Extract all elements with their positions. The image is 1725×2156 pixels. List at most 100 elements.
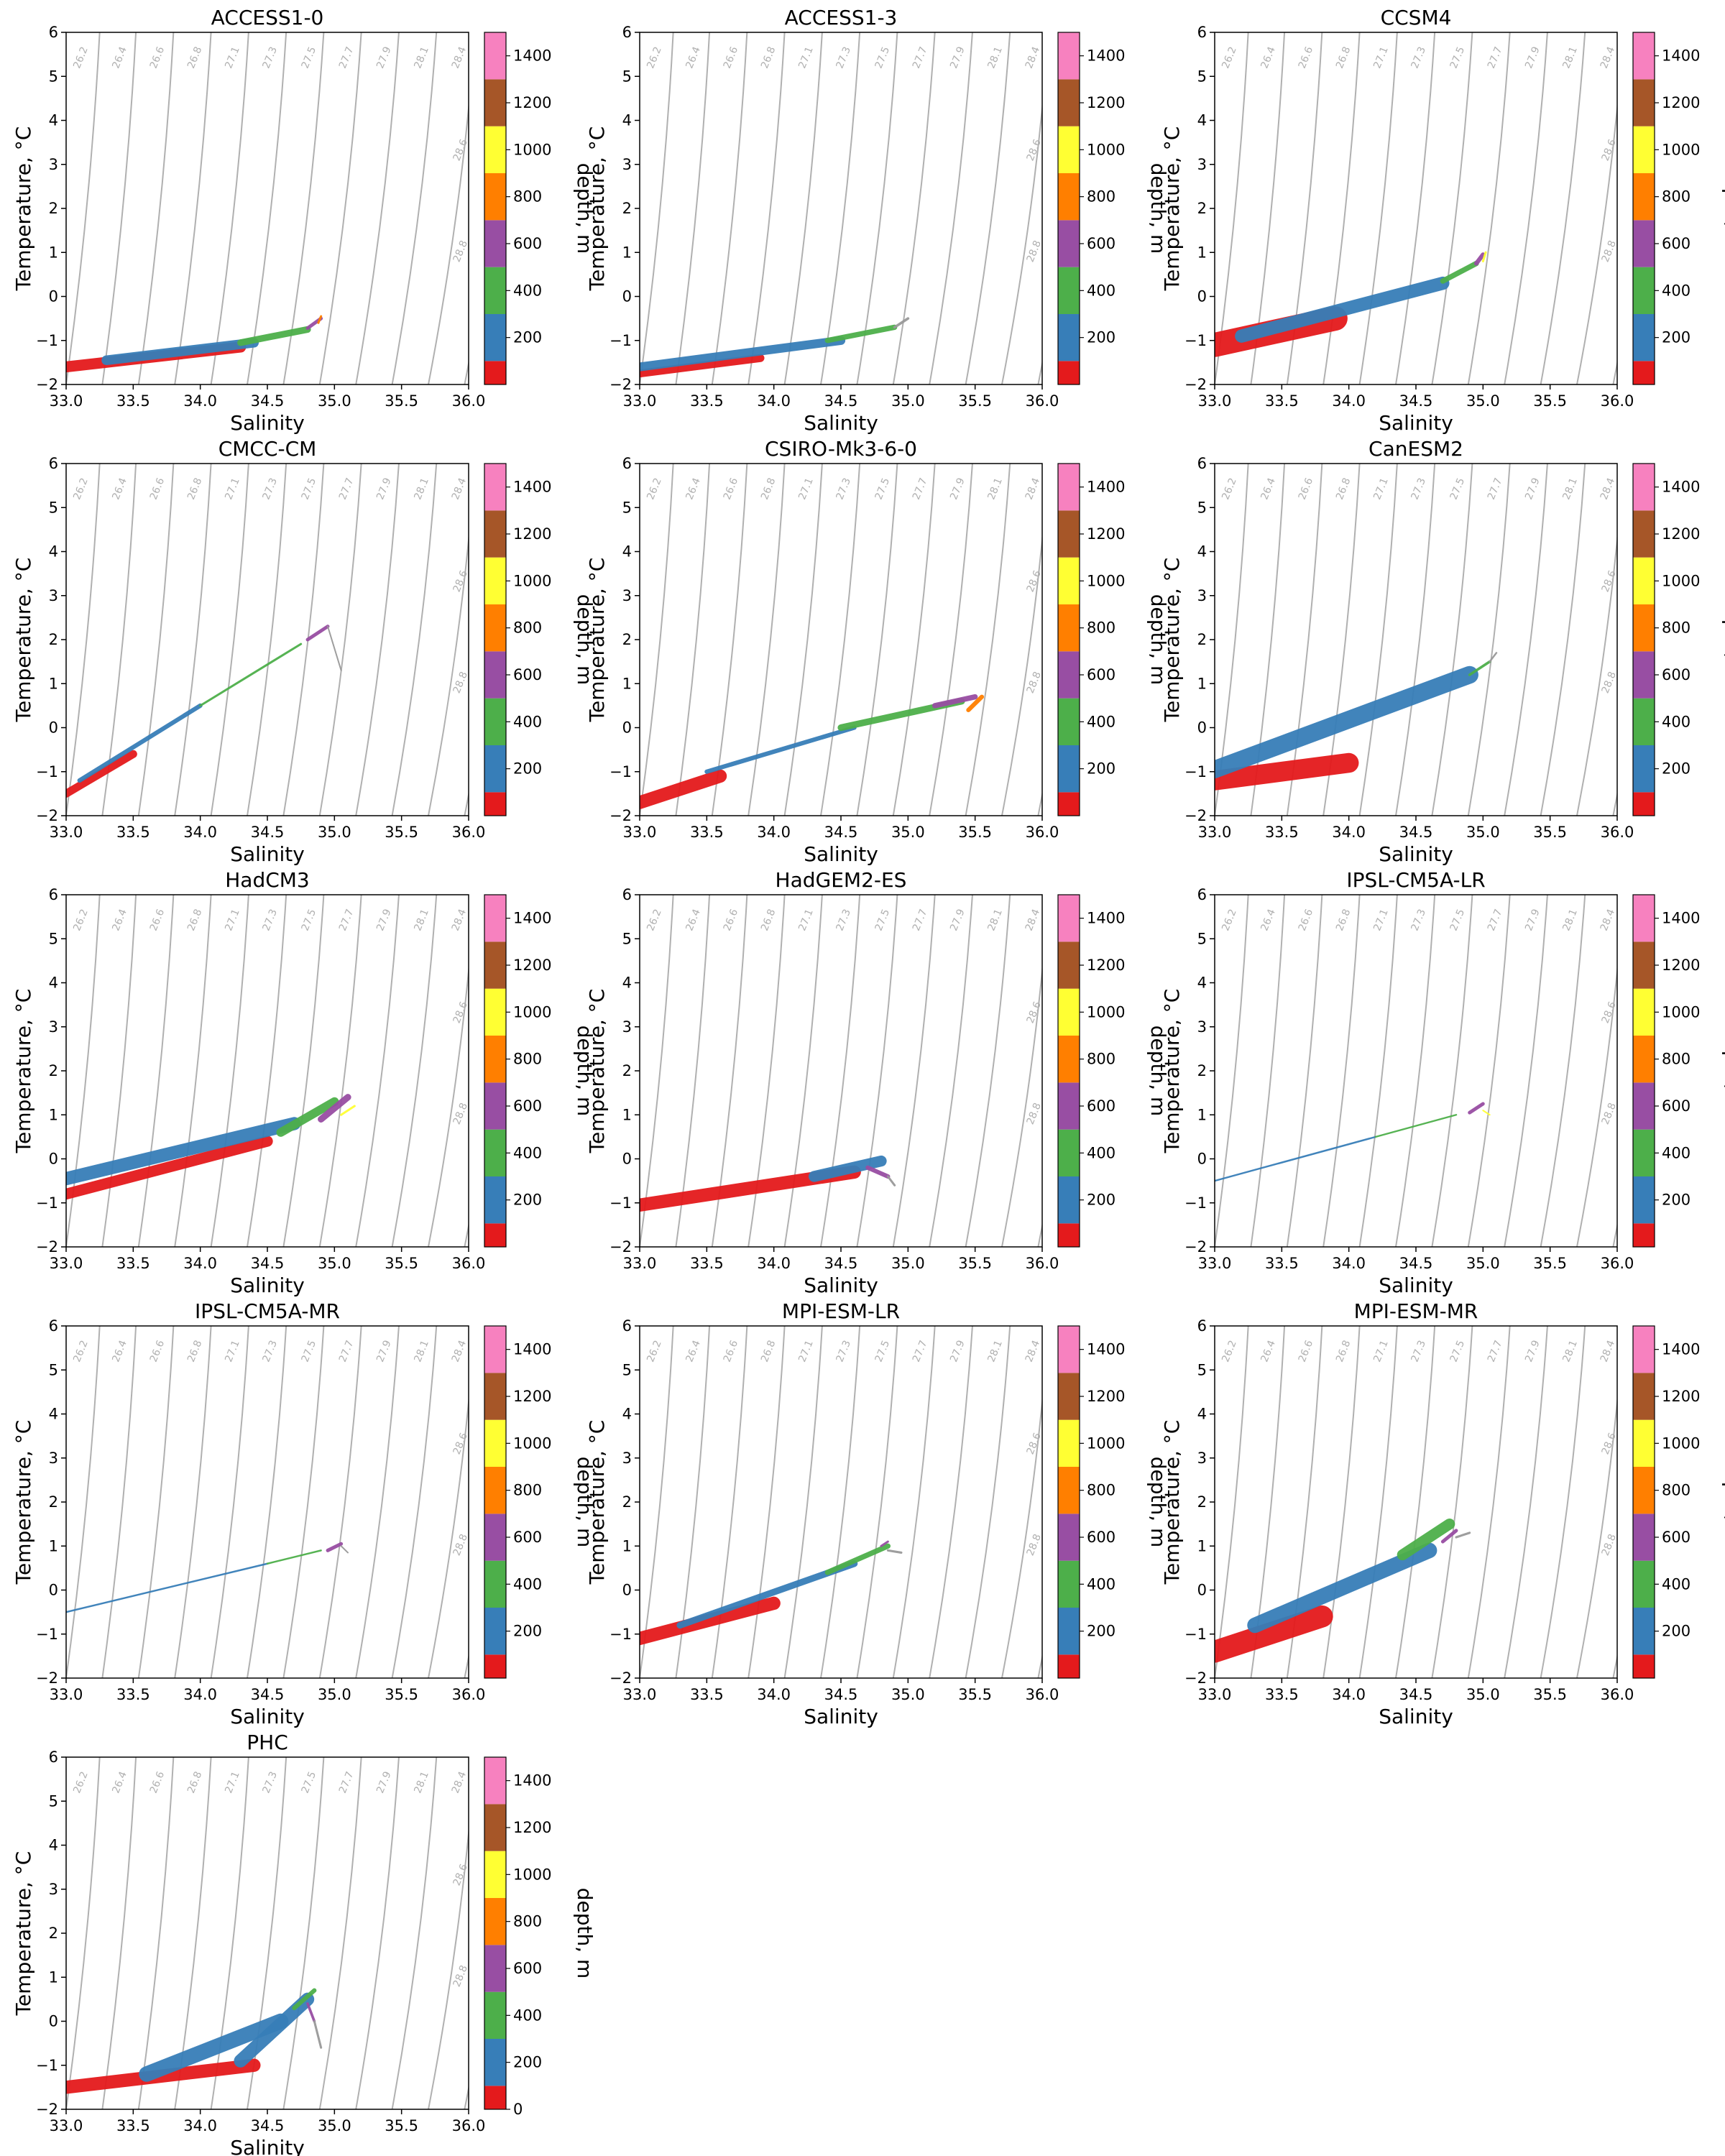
colorbar-tick-label: 1000	[1662, 1434, 1700, 1452]
y-tick-label: 4	[1197, 975, 1207, 992]
isopycnal-label: 27.9	[374, 908, 394, 933]
colorbar-tick-label: 1400	[1662, 910, 1700, 927]
isopycnal-label: 28.6	[1025, 568, 1044, 594]
colorbar-frame	[1057, 463, 1080, 816]
x-tick-label: 34.0	[757, 1255, 791, 1272]
colorbar-swatch	[1058, 510, 1080, 558]
isopycnal-line	[675, 464, 711, 816]
colorbar-swatch	[1633, 1373, 1655, 1420]
isopycnal-line	[748, 464, 786, 816]
isopycnal-line	[675, 32, 711, 384]
x-tick-label: 35.5	[1533, 1255, 1567, 1272]
panel-hadcm3: 26.2 26.4 26.6 26.8 27.1 27.3 27.5 27.7 27.9 28.1…	[12, 868, 597, 1297]
colorbar-tick-label: 200	[513, 760, 542, 778]
colorbar-tick-label: 200	[1087, 1192, 1116, 1209]
colorbar-tick-label: 200	[513, 329, 542, 346]
x-axis-label: Salinity	[1379, 1705, 1453, 1728]
colorbar: 200 400 600 800 1000 1200 1400 depth, m	[1632, 32, 1725, 385]
data-cloud	[1468, 660, 1491, 676]
panel-mpi-esm-lr: 26.2 26.4 26.6 26.8 27.1 27.3 27.5 27.7 27.9 28.1…	[585, 1299, 1170, 1728]
colorbar-label: depth, m	[1721, 163, 1725, 254]
x-tick-label: 33.0	[1198, 1255, 1232, 1272]
data-cloud	[640, 354, 765, 378]
y-tick-label: 5	[49, 499, 58, 516]
isopycnal-label: 26.6	[148, 45, 167, 70]
colorbar-tick-label: 600	[513, 235, 542, 252]
isopycnal-label: 28.6	[451, 1431, 471, 1456]
colorbar-swatch	[484, 1804, 506, 1851]
colorbar-swatch	[1633, 698, 1655, 745]
x-tick-label: 33.0	[1198, 392, 1232, 410]
plot-area: 26.2 26.4 26.6 26.8 27.1 27.3 27.5 27.7 27.9 28.1…	[66, 464, 469, 816]
y-tick-label: 6	[622, 24, 632, 41]
y-axis-label: Temperature, °C	[12, 1420, 35, 1585]
y-tick-label: 0	[49, 719, 58, 737]
colorbar-swatch	[1633, 220, 1655, 267]
isopycnal-label: 27.1	[796, 908, 816, 933]
colorbar-tick-label: 800	[1662, 1482, 1690, 1499]
isopycnal-line	[355, 895, 400, 1247]
isopycnal-line	[282, 464, 325, 816]
data-cloud	[865, 1165, 891, 1179]
x-tick-label: 36.0	[452, 2117, 486, 2134]
colorbar-tick-label: 400	[513, 1575, 542, 1593]
y-tick-label: 1	[1197, 1106, 1207, 1123]
colorbar-swatch	[484, 1373, 506, 1420]
isopycnal-line	[1395, 32, 1436, 384]
colorbar-swatch	[1058, 1560, 1080, 1608]
axes-frame	[65, 32, 469, 385]
x-tick-label: 34.5	[251, 2117, 285, 2134]
y-tick-label: 2	[49, 200, 58, 217]
colorbar-tick-label: 800	[1662, 1051, 1690, 1068]
isopycnal-line	[1286, 895, 1323, 1247]
colorbar-label: depth, m	[1146, 1457, 1170, 1548]
x-tick-label: 35.0	[891, 392, 925, 410]
y-tick-label: 5	[49, 930, 58, 947]
x-tick-label: 36.0	[1026, 824, 1059, 841]
isopycnal-label: 27.1	[223, 1770, 242, 1795]
isopycnal-line	[820, 32, 861, 384]
isopycnal-label: 26.6	[148, 1770, 167, 1795]
isopycnal-label: 26.6	[1297, 908, 1316, 933]
isopycnal-label: 26.2	[71, 908, 91, 933]
x-tick-label: 33.5	[1265, 392, 1299, 410]
colorbar-swatch	[484, 1082, 506, 1130]
colorbar-tick-label: 1200	[1662, 525, 1700, 543]
isopycnal-line	[318, 32, 362, 384]
y-axis-label: Temperature, °C	[1160, 558, 1184, 723]
data-cloud	[886, 1175, 896, 1187]
isopycnal-line	[1001, 101, 1042, 384]
isopycnal-line	[355, 1326, 400, 1678]
y-tick-label: −1	[1184, 1194, 1207, 1212]
x-tick-label: 36.0	[1026, 392, 1059, 410]
y-tick-label: 4	[1197, 1406, 1207, 1423]
x-tick-label: 35.0	[318, 824, 351, 841]
isopycnal-label: 28.8	[1600, 670, 1619, 695]
x-tick-label: 35.5	[958, 824, 992, 841]
panel-title: MPI-ESM-MR	[1354, 1299, 1478, 1323]
isopycnal-label: 28.4	[1024, 1339, 1043, 1364]
isopycnal-line	[66, 1757, 101, 2109]
y-tick-label: 0	[1197, 719, 1207, 737]
y-tick-label: 6	[1197, 24, 1207, 41]
colorbar-tick-label: 1400	[513, 910, 551, 927]
isopycnal-label: 28.6	[451, 1000, 471, 1025]
colorbar-tick-label: 200	[513, 1192, 542, 1209]
y-tick-label: 6	[622, 1317, 632, 1335]
x-axis-label: Salinity	[804, 1273, 878, 1297]
isopycnal-label: 27.1	[223, 45, 242, 70]
data-cloud	[139, 2013, 289, 2082]
data-cloud	[1247, 1542, 1438, 1634]
colorbar-swatch	[1633, 988, 1655, 1036]
colorbar-tick-label: 1400	[1087, 479, 1125, 496]
x-tick-label: 33.5	[116, 824, 150, 841]
y-axis-label: Temperature, °C	[585, 989, 609, 1154]
colorbar-swatch	[484, 557, 506, 604]
isopycnal-label: 27.1	[796, 476, 816, 502]
data-cloud	[340, 1545, 349, 1554]
isopycnal-line	[355, 1757, 400, 2109]
isopycnal-label: 28.1	[985, 476, 1005, 502]
isopycnal-label: 28.6	[1025, 1000, 1044, 1025]
x-tick-label: 33.0	[623, 392, 657, 410]
isopycnal-label: 27.7	[911, 476, 930, 502]
